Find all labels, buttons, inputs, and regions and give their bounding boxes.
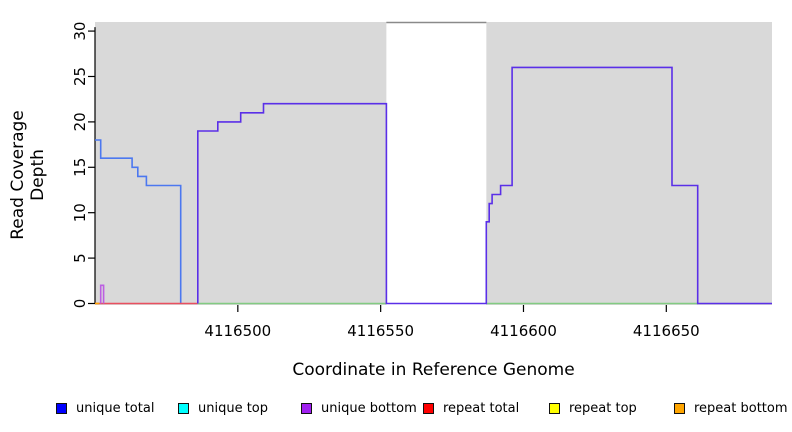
series-unique-bottom-edge-spike [99,284,105,304]
legend-item-unique-bottom: unique bottom [301,399,417,417]
y-axis-label: Read Coverage Depth [8,110,48,240]
y-tick-label: 20 [71,112,89,131]
legend-item-label: repeat top [569,400,637,416]
x-tick-label: 4116550 [347,322,414,340]
y-tick-label: 25 [71,67,89,86]
x-tick-label: 4116600 [490,322,557,340]
y-tick-label: 5 [71,253,89,263]
legend-item-label: repeat total [443,400,520,416]
y-tick-label: 0 [71,299,89,309]
legend-item-repeat-top: repeat top [549,399,637,417]
legend-swatch-icon [674,402,685,414]
series-unique-coverage-left-block-total-top-overlap- [95,139,182,304]
x-axis-label: Coordinate in Reference Genome [292,360,575,380]
legend-item-label: unique bottom [321,400,417,416]
legend: unique total unique top unique bottom re… [0,399,792,423]
series-unique-coverage-main-block-total-bottom-overlap- [197,66,772,305]
legend-item-unique-total: unique total [56,399,154,417]
y-tick-label: 30 [71,22,89,41]
legend-item-label: unique total [76,400,155,416]
legend-swatch-icon [301,402,312,414]
legend-swatch-icon [423,402,434,414]
x-tick-label: 4116650 [633,322,700,340]
legend-item-label: unique top [198,400,269,416]
legend-item-repeat-total: repeat total [423,399,519,417]
legend-swatch-icon [178,402,189,414]
legend-swatch-icon [549,402,560,414]
uncovered-gap-region [386,23,487,305]
y-tick-label: 15 [71,158,89,177]
x-tick-label: 4116500 [204,322,271,340]
legend-item-unique-top: unique top [178,399,268,417]
legend-item-label: repeat bottom [694,400,788,416]
y-tick-label: 10 [71,203,89,222]
legend-item-repeat-bottom: repeat bottom [674,399,788,417]
legend-swatch-icon [56,402,67,414]
